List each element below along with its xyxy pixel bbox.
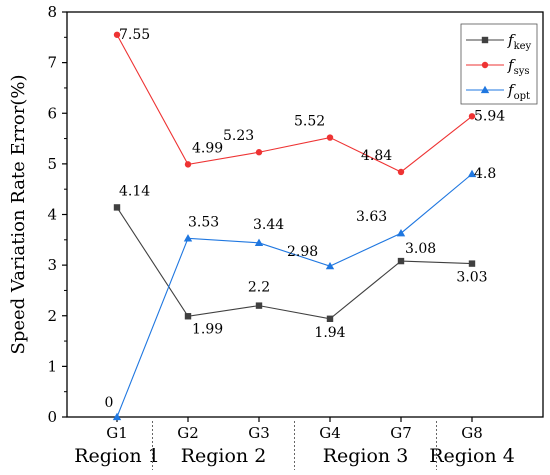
y-tick-label: 7 xyxy=(47,54,57,72)
data-point xyxy=(183,234,193,242)
data-label: 3.03 xyxy=(456,270,487,286)
data-point xyxy=(255,149,263,156)
y-tick-label: 8 xyxy=(47,3,57,21)
y-tick-label: 5 xyxy=(47,155,57,173)
axes: 0 1 2 3 4 5 6 7 8 Speed Variation Rate Error(%) G1… xyxy=(8,3,544,470)
data-point xyxy=(326,134,334,141)
legend-entry: fsys xyxy=(507,56,529,77)
region-label: Region 3 xyxy=(323,445,409,467)
x-tick-label: G2 xyxy=(177,424,199,442)
legend-entry: fopt xyxy=(507,81,530,102)
series-line-key xyxy=(116,207,473,320)
region-label: Region 2 xyxy=(181,445,267,467)
data-point xyxy=(397,257,405,265)
data-label: 3.44 xyxy=(253,217,284,233)
data-point xyxy=(113,31,121,38)
data-label: 7.55 xyxy=(119,27,150,43)
series-lines xyxy=(112,31,477,421)
data-point xyxy=(396,229,406,237)
data-point xyxy=(326,315,334,322)
data-label: 3.53 xyxy=(188,214,219,230)
x-tick-label: G7 xyxy=(390,424,412,442)
data-label: 5.23 xyxy=(223,128,254,144)
data-label: 1.99 xyxy=(192,321,223,337)
data-point xyxy=(481,61,489,69)
legend-box xyxy=(460,23,538,105)
y-tick-label: 2 xyxy=(47,307,57,325)
data-point xyxy=(467,169,477,178)
data-label: 0 xyxy=(105,395,114,411)
y-tick-label: 4 xyxy=(47,206,57,224)
y-tick-label: 1 xyxy=(47,357,57,375)
data-point xyxy=(255,302,263,309)
data-point xyxy=(113,204,121,211)
data-point xyxy=(184,313,192,320)
legend: fkey fsys fopt xyxy=(460,23,538,105)
data-label: 3.63 xyxy=(356,209,387,225)
x-tick-label: G1 xyxy=(106,424,128,442)
y-tick-label: 3 xyxy=(47,256,57,274)
data-label: 5.94 xyxy=(474,108,505,124)
data-point xyxy=(254,238,264,246)
x-tick-label: G8 xyxy=(461,424,483,442)
data-point xyxy=(480,85,490,94)
data-label: 3.08 xyxy=(405,241,436,257)
region-label: Region 4 xyxy=(429,445,515,467)
series-line-opt xyxy=(116,173,473,418)
data-point xyxy=(481,36,489,44)
y-tick-label: 0 xyxy=(47,408,57,426)
data-point xyxy=(184,161,192,168)
data-label: 4.8 xyxy=(474,166,496,182)
y-axis-label: Speed Variation Rate Error(%) xyxy=(8,75,29,355)
data-label: 2.98 xyxy=(287,244,318,260)
x-tick-label: G3 xyxy=(248,424,270,442)
data-label: 4.99 xyxy=(192,140,223,156)
data-labels: 4.14 1.99 2.2 1.94 3.08 3.03 7.55 4.995.23 5.52 4… xyxy=(105,27,506,411)
data-point xyxy=(325,261,335,270)
data-point xyxy=(468,113,476,120)
x-tick-label: G4 xyxy=(319,424,341,442)
y-tick-label: 6 xyxy=(47,104,57,122)
data-label: 4.14 xyxy=(119,183,150,199)
data-label: 4.84 xyxy=(361,148,392,164)
data-point xyxy=(468,260,476,267)
data-label: 2.2 xyxy=(248,280,270,296)
legend-entry: fkey xyxy=(507,31,532,52)
series-line-sys xyxy=(116,34,473,173)
data-point xyxy=(397,168,405,176)
data-point xyxy=(112,412,122,421)
region-label: Region 1 xyxy=(74,445,160,467)
data-label: 1.94 xyxy=(314,325,345,341)
data-label: 5.52 xyxy=(294,114,325,130)
